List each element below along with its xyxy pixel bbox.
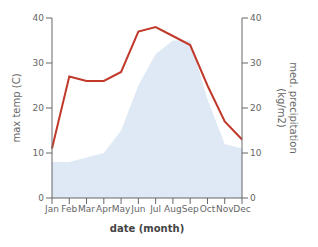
svg-text:Dec: Dec	[233, 204, 250, 214]
svg-text:0: 0	[38, 193, 44, 203]
svg-text:Aug: Aug	[164, 204, 182, 214]
svg-text:Jul: Jul	[149, 204, 161, 214]
svg-text:date (month): date (month)	[110, 223, 184, 234]
svg-text:20: 20	[250, 103, 262, 113]
svg-text:30: 30	[33, 58, 45, 68]
svg-text:max temp (C): max temp (C)	[11, 73, 22, 142]
svg-text:May: May	[112, 204, 131, 214]
svg-text:40: 40	[250, 13, 262, 23]
svg-text:Mar: Mar	[78, 204, 95, 214]
svg-text:10: 10	[33, 148, 45, 158]
svg-text:Feb: Feb	[61, 204, 77, 214]
svg-text:Apr: Apr	[96, 204, 112, 214]
svg-text:0: 0	[250, 193, 256, 203]
svg-text:Oct: Oct	[200, 204, 216, 214]
svg-text:10: 10	[250, 148, 262, 158]
svg-text:med. precipitation(kg/m2): med. precipitation(kg/m2)	[277, 62, 300, 154]
svg-text:Sep: Sep	[182, 204, 199, 214]
svg-text:Jan: Jan	[44, 204, 59, 214]
svg-text:Nov: Nov	[216, 204, 234, 214]
svg-text:Jun: Jun	[130, 204, 145, 214]
svg-text:30: 30	[250, 58, 262, 68]
svg-text:40: 40	[33, 13, 45, 23]
svg-text:20: 20	[33, 103, 45, 113]
